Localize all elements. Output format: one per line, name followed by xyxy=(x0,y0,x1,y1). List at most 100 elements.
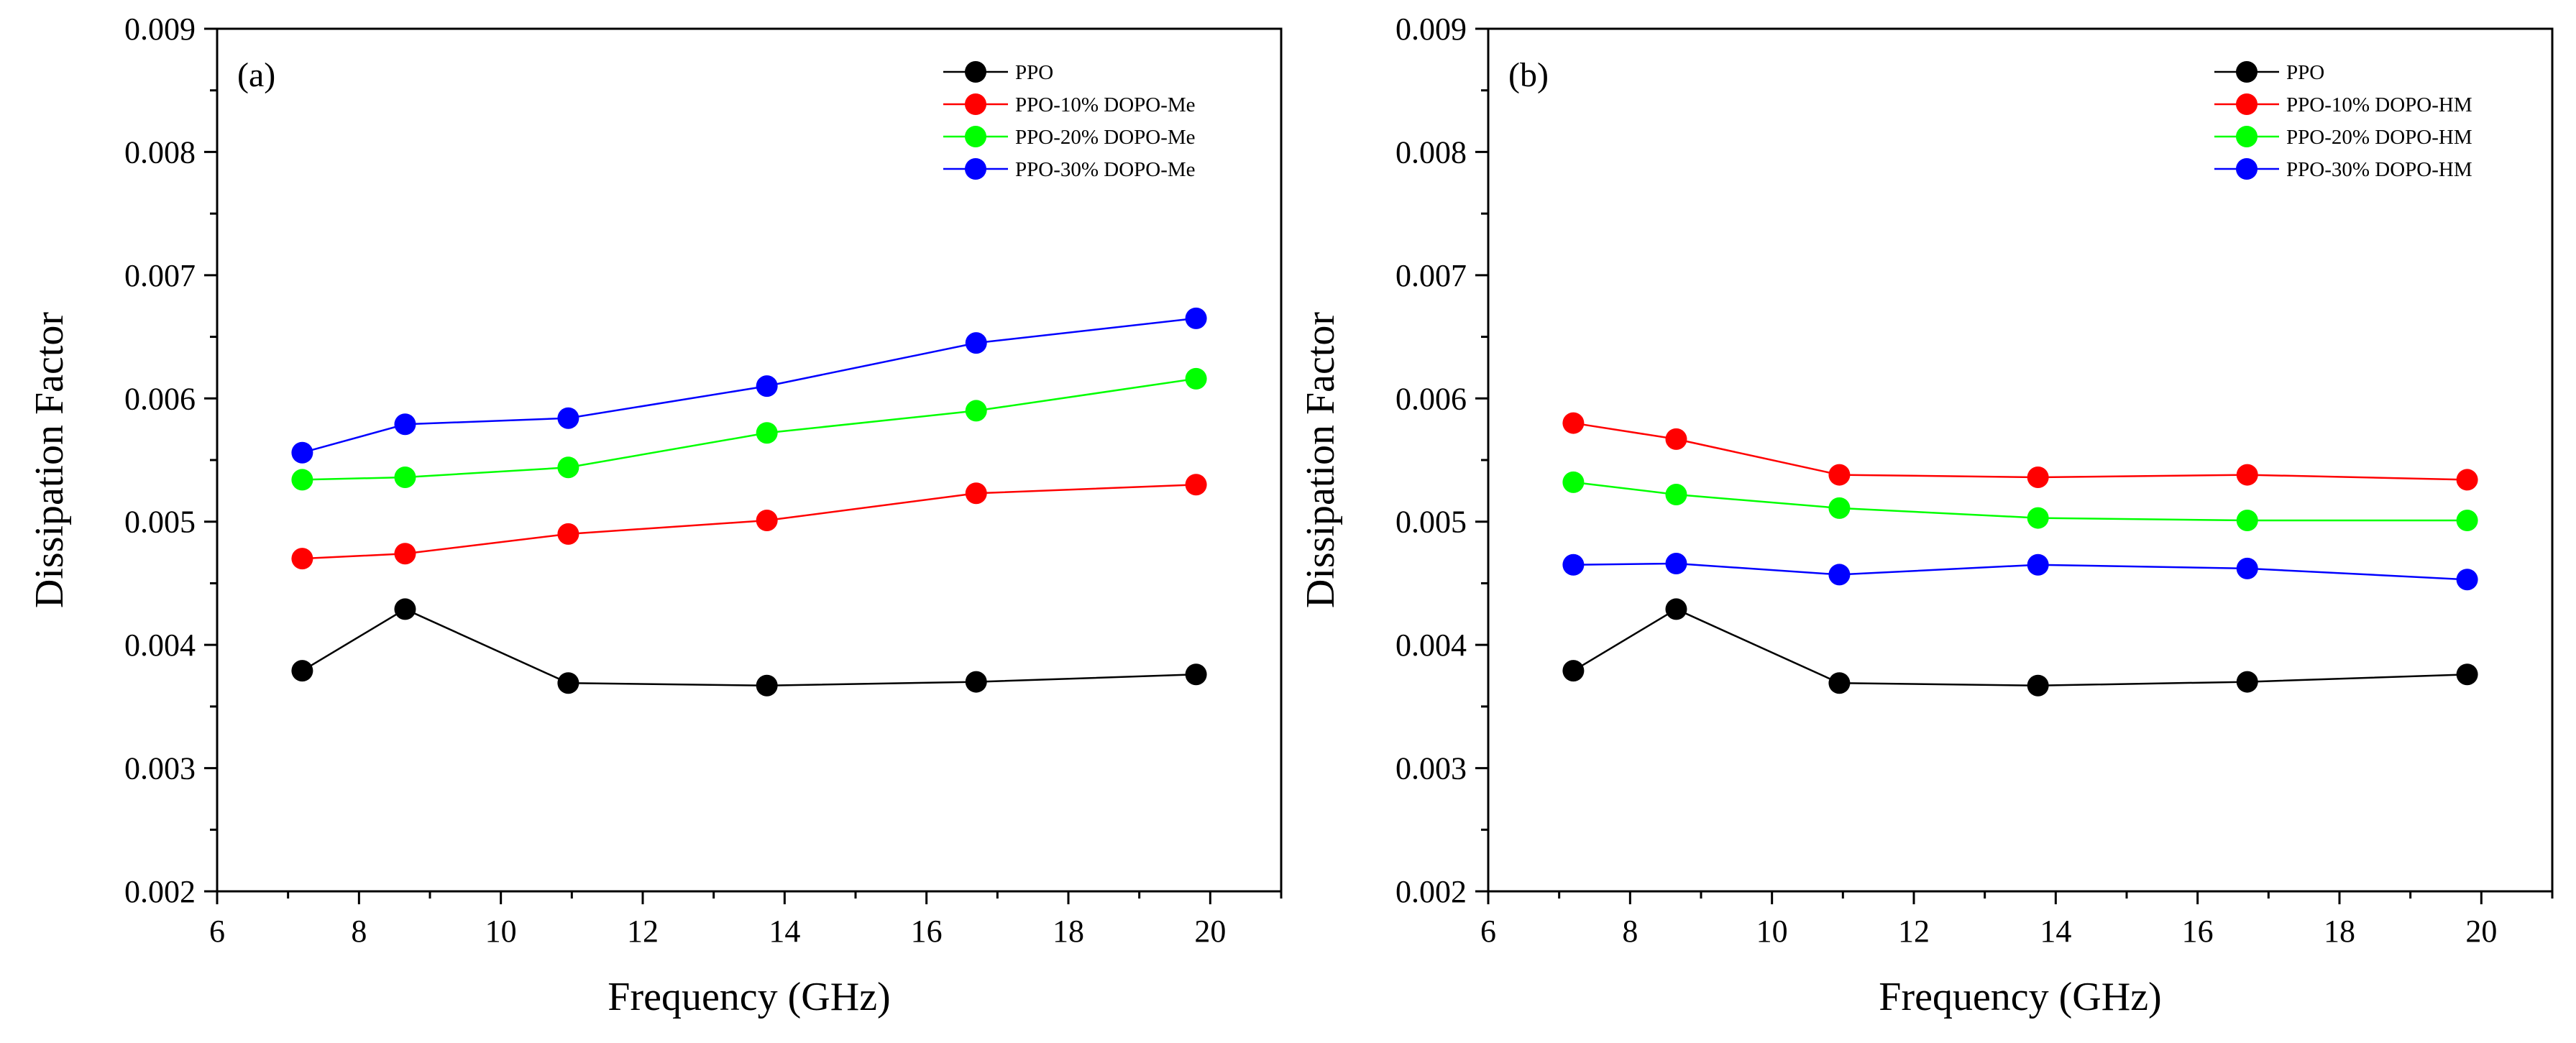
legend-marker xyxy=(965,61,986,83)
data-point xyxy=(1828,464,1851,486)
data-point xyxy=(1185,474,1207,496)
x-tick-label: 10 xyxy=(1756,914,1788,949)
data-point xyxy=(1185,307,1207,329)
y-tick-label: 0.003 xyxy=(1395,751,1467,786)
series-line xyxy=(1573,481,2467,522)
legend-item: PPO-30% DOPO-HM xyxy=(2214,158,2472,181)
series-ppo-10-dopo-me xyxy=(291,474,1207,570)
y-tick-label: 0.008 xyxy=(124,134,196,170)
x-tick-label: 20 xyxy=(2465,914,2497,949)
y-tick-label: 0.002 xyxy=(1395,874,1467,909)
legend-marker xyxy=(965,93,986,115)
y-axis-title: Dissipation Factor xyxy=(1298,312,1343,609)
y-tick-label: 0.003 xyxy=(124,751,196,786)
series-ppo xyxy=(1562,598,2478,697)
y-tick-label: 0.002 xyxy=(124,874,196,909)
x-tick-label: 18 xyxy=(2324,914,2355,949)
legend-marker xyxy=(2236,126,2258,147)
series-line xyxy=(1573,562,2467,581)
data-point xyxy=(557,407,579,429)
legend-label: PPO-20% DOPO-HM xyxy=(2286,126,2472,149)
y-tick-label: 0.006 xyxy=(124,381,196,416)
x-tick-label: 10 xyxy=(485,914,517,949)
data-point xyxy=(2456,510,2478,531)
series-line xyxy=(301,608,1196,686)
data-point xyxy=(2236,671,2258,693)
data-point xyxy=(1665,553,1687,574)
series-ppo-30-dopo-hm xyxy=(1562,553,2478,591)
y-tick-label: 0.004 xyxy=(1395,628,1467,663)
chart-panel-a: 6 8 10 12 14 16 18 20 0.002 0.003 0.004 0.005 0.006 0… xyxy=(27,12,1283,1019)
series-ppo-10-dopo-hm xyxy=(1562,412,2478,491)
data-point xyxy=(291,660,313,682)
x-tick-label: 8 xyxy=(351,914,367,949)
data-point xyxy=(291,469,313,491)
data-point xyxy=(291,441,313,464)
data-point xyxy=(291,548,313,570)
legend-marker xyxy=(2236,61,2258,83)
legend-marker xyxy=(965,126,986,147)
data-point xyxy=(965,482,987,505)
legend-item: PPO-20% DOPO-Me xyxy=(943,126,1196,149)
data-point xyxy=(756,375,778,398)
data-point xyxy=(557,523,579,545)
y-tick-label: 0.008 xyxy=(1395,134,1467,170)
y-tick-label: 0.005 xyxy=(124,505,196,540)
y-tick-label: 0.006 xyxy=(1395,381,1467,416)
data-point xyxy=(756,510,778,531)
series-line xyxy=(302,484,1196,560)
x-axis-title: Frequency (GHz) xyxy=(1879,975,2161,1019)
data-point xyxy=(2236,464,2258,486)
data-point xyxy=(965,400,987,422)
data-point xyxy=(1665,598,1687,620)
y-tick-label: 0.007 xyxy=(1395,258,1467,293)
x-axis-title: Frequency (GHz) xyxy=(608,975,890,1019)
legend-marker xyxy=(2236,158,2258,180)
legend-label: PPO-10% DOPO-Me xyxy=(1015,93,1196,116)
x-tick-label: 20 xyxy=(1194,914,1226,949)
data-point xyxy=(1828,564,1851,586)
series-ppo-20-dopo-hm xyxy=(1562,471,2478,531)
series-line xyxy=(1572,608,2467,686)
legend-item: PPO-20% DOPO-HM xyxy=(2214,126,2472,149)
legend-label: PPO xyxy=(2286,61,2324,84)
data-point xyxy=(1665,484,1687,505)
data-point xyxy=(965,332,987,354)
panel-label: (b) xyxy=(1508,56,1549,94)
series-line xyxy=(302,317,1196,454)
data-point xyxy=(2236,557,2258,579)
data-point xyxy=(557,672,579,694)
y-tick-label: 0.004 xyxy=(124,628,196,663)
data-point xyxy=(2027,553,2049,576)
series-ppo xyxy=(291,598,1207,697)
x-tick-label: 14 xyxy=(769,914,800,949)
legend-item: PPO xyxy=(943,61,1053,84)
x-tick-label: 14 xyxy=(2040,914,2071,949)
series-ppo-20-dopo-me xyxy=(291,367,1207,491)
data-point xyxy=(756,422,778,444)
data-point xyxy=(1185,367,1207,390)
series-line xyxy=(1573,422,2467,481)
data-point xyxy=(394,413,416,436)
x-tick-label: 16 xyxy=(911,914,943,949)
data-point xyxy=(2456,569,2478,591)
data-point xyxy=(394,598,416,620)
y-tick-label: 0.005 xyxy=(1395,505,1467,540)
x-tick-label: 6 xyxy=(1480,914,1496,949)
data-point xyxy=(1562,471,1585,493)
data-point xyxy=(1828,497,1851,519)
legend-marker xyxy=(965,158,986,180)
y-tick-label: 0.007 xyxy=(124,258,196,293)
legend-item: PPO-10% DOPO-HM xyxy=(2214,93,2472,116)
legend-item: PPO-10% DOPO-Me xyxy=(943,93,1196,116)
data-point xyxy=(2027,467,2049,488)
series-line xyxy=(302,377,1196,481)
legend-label: PPO-10% DOPO-HM xyxy=(2286,93,2472,116)
data-point xyxy=(1828,672,1851,694)
data-point xyxy=(2236,510,2258,531)
legend-label: PPO-30% DOPO-HM xyxy=(2286,158,2472,181)
x-tick-label: 16 xyxy=(2182,914,2214,949)
legend-marker xyxy=(2236,93,2258,115)
data-point xyxy=(1562,660,1585,682)
